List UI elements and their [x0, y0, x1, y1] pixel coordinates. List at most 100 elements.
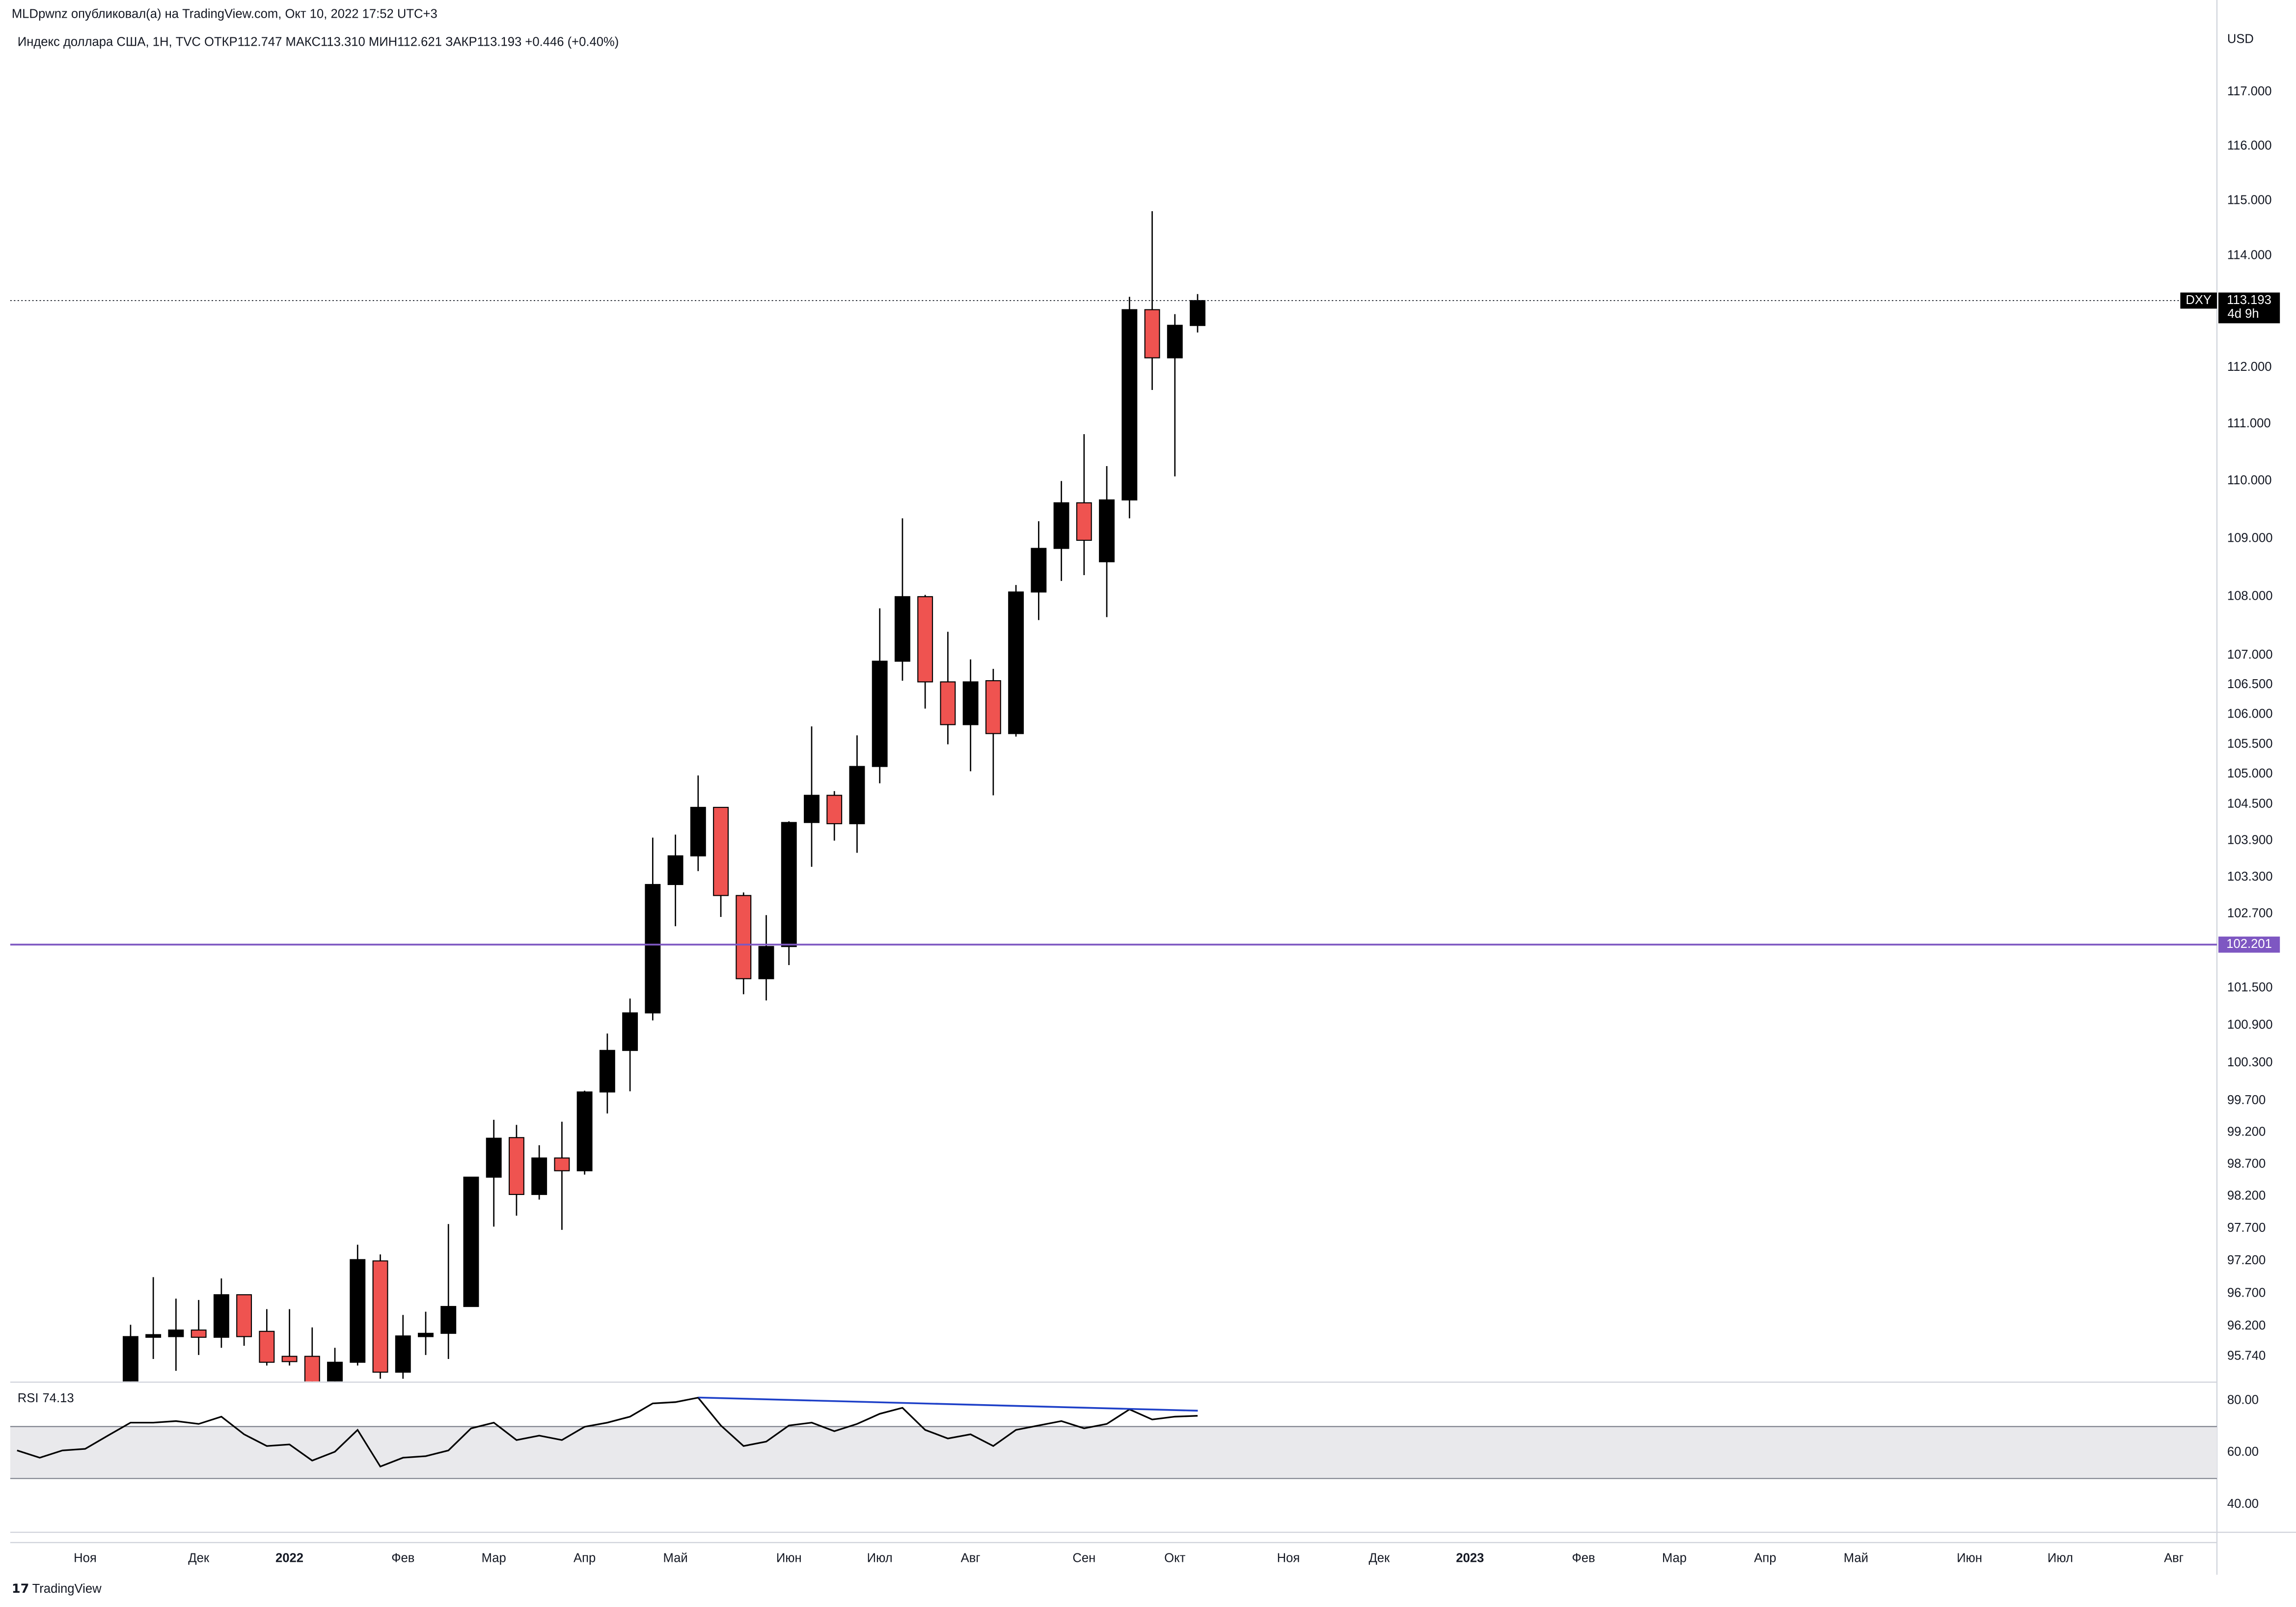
- candle-body: [350, 1259, 366, 1363]
- x-tick-label: 2023: [1456, 1551, 1484, 1565]
- candle-body: [962, 681, 979, 725]
- x-tick-label: Дек: [1368, 1551, 1390, 1565]
- y-tick-label: 108.000: [2227, 589, 2273, 603]
- y-tick-label: 98.200: [2227, 1189, 2266, 1203]
- x-tick-label: Сен: [1072, 1551, 1095, 1565]
- x-tick-label: 2022: [275, 1551, 303, 1565]
- candle-body: [531, 1157, 547, 1195]
- y-tick-label: 96.700: [2227, 1286, 2266, 1300]
- candle-body: [304, 1356, 320, 1382]
- rsi-tick-label: 80.00: [2227, 1393, 2259, 1407]
- y-tick-label: 110.000: [2227, 473, 2272, 487]
- candle-body: [940, 681, 956, 725]
- candle-body: [395, 1335, 411, 1373]
- candle-body: [1144, 309, 1160, 359]
- x-tick-label: Фев: [391, 1551, 414, 1565]
- candle-body: [372, 1260, 388, 1373]
- candle-body: [826, 795, 843, 825]
- y-tick-label: 111.000: [2227, 416, 2271, 430]
- candle-body: [1099, 499, 1115, 562]
- candle-body: [758, 946, 774, 979]
- y-tick-label: 97.200: [2227, 1253, 2266, 1267]
- x-tick-label: Апр: [1754, 1551, 1776, 1565]
- candle-body: [1190, 300, 1205, 326]
- logo: TradingView: [32, 1582, 102, 1596]
- symbol-box: [2180, 292, 2217, 309]
- candle-body: [667, 855, 683, 885]
- candle-body: [463, 1176, 479, 1307]
- y-tick-label: 98.700: [2227, 1157, 2266, 1171]
- candle-body: [599, 1050, 615, 1093]
- y-tick-label: 105.500: [2227, 737, 2273, 750]
- candle-body: [917, 596, 933, 683]
- y-tick-label: 96.200: [2227, 1319, 2266, 1332]
- candle-body: [1053, 502, 1069, 549]
- y-tick-label: 104.500: [2227, 797, 2273, 811]
- x-tick-label: Июл: [867, 1551, 893, 1565]
- x-tick-label: Июн: [776, 1551, 802, 1565]
- rsi-value: 74.13: [42, 1391, 74, 1405]
- rsi-tick-label: 40.00: [2227, 1497, 2259, 1511]
- candle-body: [554, 1157, 570, 1171]
- y-tick-label: 112.000: [2227, 360, 2272, 374]
- y-tick-label: 106.500: [2227, 677, 2273, 691]
- rsi-band: [10, 1426, 2217, 1479]
- candle-body: [690, 806, 706, 857]
- candle-body: [985, 680, 1001, 734]
- rsi-name: RSI: [18, 1391, 39, 1405]
- candle-body: [259, 1330, 275, 1363]
- candle-body: [486, 1137, 502, 1178]
- candle-body: [418, 1332, 434, 1337]
- x-tick-label: Авг: [961, 1551, 981, 1565]
- y-tick-label: 107.000: [2227, 648, 2273, 662]
- rsi-pane: [10, 1397, 2217, 1479]
- y-tick-label: 105.000: [2227, 767, 2273, 780]
- y-tick-label: 117.000: [2227, 84, 2272, 98]
- countdown-label: 4d 9h: [2228, 307, 2259, 321]
- candle-body: [1076, 502, 1092, 541]
- candle-body: [713, 806, 729, 896]
- candle-body: [622, 1012, 638, 1051]
- candle-body: [1008, 591, 1024, 734]
- candle-body: [168, 1330, 184, 1337]
- y-tick-label: 115.000: [2227, 193, 2272, 207]
- last-price-box: [2218, 292, 2280, 324]
- y-tick-label: 97.700: [2227, 1221, 2266, 1235]
- x-tick-label: Ноя: [1277, 1551, 1300, 1565]
- x-tick-label: Фев: [1572, 1551, 1595, 1565]
- candle-body: [1031, 548, 1047, 593]
- x-tick-label: Июл: [2048, 1551, 2073, 1565]
- candle-body: [1167, 325, 1183, 359]
- candle-body: [213, 1294, 229, 1338]
- y-tick-label: 102.700: [2227, 907, 2273, 920]
- y-tick-label: 116.000: [2227, 139, 2272, 152]
- x-tick-label: Мар: [1662, 1551, 1687, 1565]
- x-tick-label: Май: [663, 1551, 687, 1565]
- x-tick-label: Апр: [574, 1551, 596, 1565]
- y-tick-label: 99.700: [2227, 1093, 2266, 1107]
- x-tick-label: Авг: [2164, 1551, 2184, 1565]
- y-tick-label: 114.000: [2227, 249, 2272, 262]
- candle-body: [645, 884, 661, 1014]
- publisher: MLDpwnz опубликовал(а) на TradingView.co…: [12, 7, 437, 21]
- candle-body: [122, 1336, 138, 1382]
- candle-body: [281, 1356, 298, 1362]
- last-price-label: 113.193: [2227, 293, 2271, 307]
- x-tick-label: Окт: [1164, 1551, 1185, 1565]
- legend: Индекс доллара США, 1Н, TVC ОТКР112.747 …: [18, 35, 619, 49]
- y-tick-label: 106.000: [2227, 707, 2273, 721]
- x-tick-label: Мар: [482, 1551, 506, 1565]
- candle-body: [191, 1330, 207, 1338]
- y-tick-label: 109.000: [2227, 531, 2273, 545]
- candle-body: [145, 1334, 162, 1338]
- x-tick-label: Ноя: [74, 1551, 97, 1565]
- price-pane: [122, 211, 1205, 1382]
- x-tick-label: Май: [1844, 1551, 1868, 1565]
- candle-body: [804, 795, 820, 823]
- rsi-tick-label: 60.00: [2227, 1445, 2259, 1459]
- x-tick-label: Июн: [1957, 1551, 1982, 1565]
- candle-body: [849, 766, 865, 825]
- candle-body: [1121, 309, 1138, 500]
- rsi-line: [17, 1397, 1198, 1468]
